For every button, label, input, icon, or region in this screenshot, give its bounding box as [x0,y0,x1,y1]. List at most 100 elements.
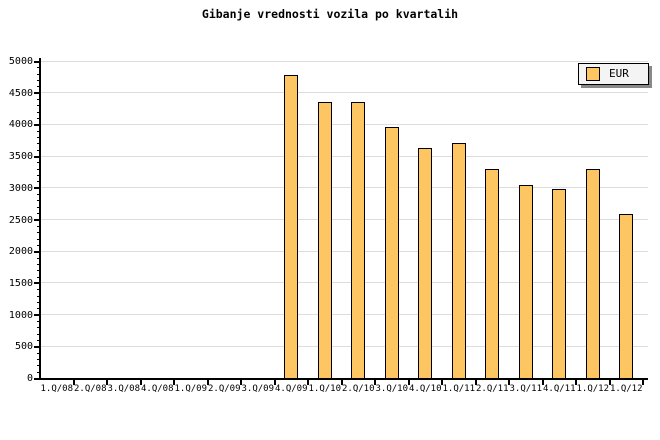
legend-label: EUR [609,67,629,80]
y-minor-tick [37,333,40,335]
y-axis-label: 1000 [8,309,33,321]
x-tick [642,378,644,385]
x-tick [340,378,343,385]
y-minor-tick [37,358,40,360]
x-axis-label: 3.Q/10 [375,384,408,394]
y-minor-tick [37,67,40,69]
x-tick [575,378,577,385]
y-major-tick [34,155,40,158]
legend-swatch-eur [586,67,600,81]
x-tick [139,378,142,385]
y-major-tick [34,345,40,348]
y-minor-tick [37,194,40,196]
y-minor-tick [37,105,40,107]
gridline [40,345,648,347]
legend: EUR [578,63,649,85]
bar [351,102,366,380]
y-minor-tick [37,238,40,240]
y-minor-tick [37,295,40,297]
bar [284,74,299,380]
y-axis-label: 3000 [8,182,33,194]
x-axis-label: 4.Q/11 [542,384,576,394]
x-axis-label: 2.Q/10 [341,384,375,394]
y-minor-tick [37,213,40,215]
x-axis-label: 2.Q/11 [475,384,509,394]
y-axis-label: 2000 [8,246,33,258]
gridline [40,123,648,125]
x-tick [508,378,510,385]
x-tick [374,378,376,385]
y-minor-tick [37,232,40,234]
y-axis-label: 1500 [8,277,33,289]
x-axis-label: 4.Q/10 [408,384,442,394]
y-minor-tick [37,181,40,183]
x-tick [441,378,443,385]
x-axis-label: 1.Q/11 [442,384,475,394]
x-axis-label: 2.Q/08 [73,384,107,394]
chart-title: Gibanje vrednosti vozila po kvartalih [201,7,459,21]
y-minor-tick [37,263,40,265]
y-minor-tick [37,289,40,291]
y-minor-tick [37,327,40,329]
y-minor-tick [37,143,40,145]
y-minor-tick [37,371,40,373]
y-axis [39,58,41,380]
gridline [40,250,648,252]
y-minor-tick [37,86,40,88]
y-axis-label: 3500 [8,151,33,163]
x-tick [240,378,242,385]
x-axis-label: 2.Q/09 [207,384,241,394]
x-axis-label: 1.Q/12 [609,384,643,394]
y-minor-tick [37,308,40,310]
x-axis-label: 3.Q/09 [241,384,274,394]
y-minor-tick [37,130,40,132]
y-axis-label: 500 [14,341,33,353]
y-minor-tick [37,276,40,278]
y-minor-tick [37,352,40,354]
gridline [40,187,648,189]
gridline [40,219,648,220]
y-major-tick [34,123,40,126]
gridline [40,60,648,62]
y-minor-tick [37,200,40,202]
x-tick [608,378,611,385]
x-tick [273,378,276,385]
bar [384,126,399,380]
y-minor-tick [37,137,40,139]
x-tick [307,378,309,385]
x-axis-label: 1.Q/08 [40,384,73,394]
gridline [40,282,648,284]
y-major-tick [34,187,40,190]
y-major-tick [34,282,40,285]
x-axis-label: 4.Q/08 [140,384,174,394]
x-tick [106,378,108,385]
bar [585,168,600,380]
x-axis-label: 1.Q/12 [576,384,609,394]
x-axis-label: 4.Q/09 [274,384,308,394]
y-minor-tick [37,80,40,82]
x-tick [407,378,410,385]
bar [317,102,332,380]
y-minor-tick [37,301,40,303]
y-major-tick [34,377,40,380]
x-tick [173,378,175,385]
gridline [40,314,648,316]
x-axis [39,378,648,380]
y-major-tick [34,219,40,221]
y-minor-tick [37,149,40,151]
y-minor-tick [37,168,40,170]
y-minor-tick [37,270,40,272]
y-axis-label: 4500 [8,87,33,99]
x-axis-label: 1.Q/09 [174,384,207,394]
y-major-tick [34,60,40,63]
y-minor-tick [37,225,40,227]
x-tick [474,378,477,385]
y-minor-tick [37,99,40,101]
y-minor-tick [37,206,40,208]
bar [552,189,567,380]
gridline [40,92,648,94]
x-axis-label: 1.Q/10 [308,384,341,394]
x-axis-label: 3.Q/08 [107,384,140,394]
y-axis-label: 4000 [8,119,33,131]
y-axis-label: 2500 [8,214,33,226]
